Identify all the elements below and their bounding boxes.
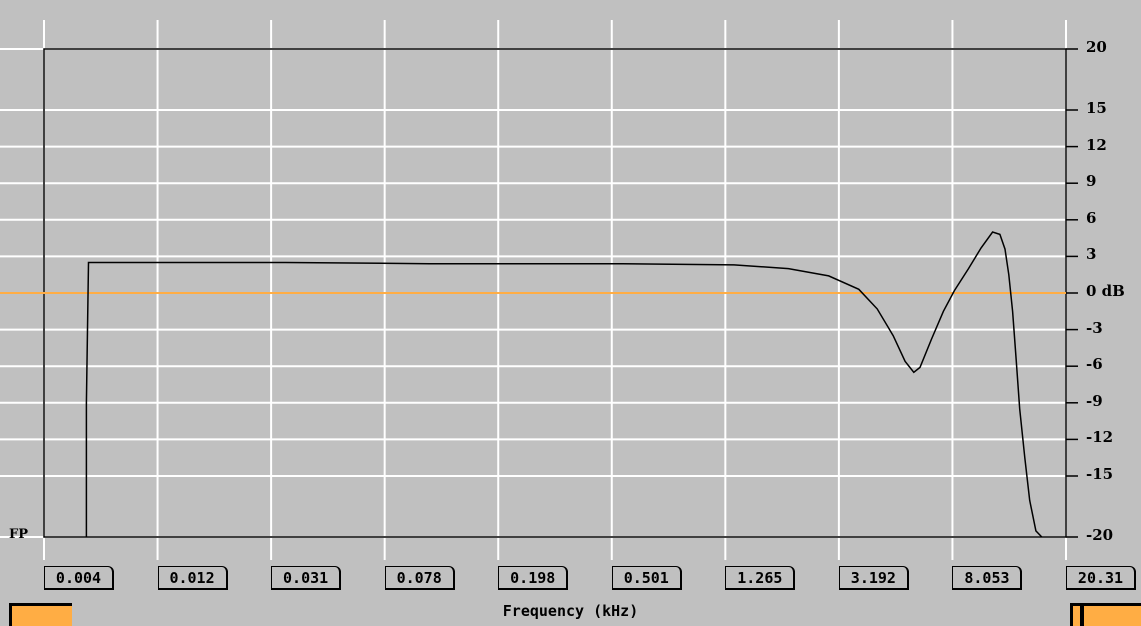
y-tick-label: 6 [1086,208,1097,227]
y-tick-label: 3 [1086,245,1097,264]
x-tick-label: 8.053 [952,566,1023,590]
y-tick-label: -20 [1086,526,1114,544]
range-start-handle[interactable] [9,603,72,626]
x-tick-label: 1.265 [725,566,796,590]
x-axis-title: Frequency (kHz) [502,602,639,620]
y-tick-label: -9 [1086,391,1103,410]
x-tick-label: 0.078 [384,566,455,590]
x-tick-label: 20.31 [1066,566,1136,590]
y-tick-label: 12 [1086,135,1107,154]
y-tick-label: -15 [1086,465,1114,483]
x-tick-label: 0.501 [611,566,682,590]
x-tick-label: 0.031 [271,566,342,590]
y-tick-label: 9 [1086,172,1097,191]
range-end-handle-grip[interactable] [1080,606,1084,626]
y-tick-label: 20 [1086,38,1107,56]
y-tick-label: -12 [1086,428,1114,447]
vertical-gridlines [43,20,1067,560]
y-tick-label: -6 [1086,355,1103,374]
y-tick-label: 0 dB [1086,282,1125,300]
frequency-response-curve [85,231,1043,538]
x-tick-label: 0.004 [44,566,114,590]
y-tick-label: 15 [1086,99,1107,117]
x-tick-label: 0.198 [498,566,569,590]
y-tick-label: -3 [1086,318,1103,337]
x-tick-label: 3.192 [838,566,909,590]
range-end-handle[interactable] [1070,603,1141,626]
x-tick-label: 0.012 [157,566,228,590]
corner-label: FP [9,527,29,542]
